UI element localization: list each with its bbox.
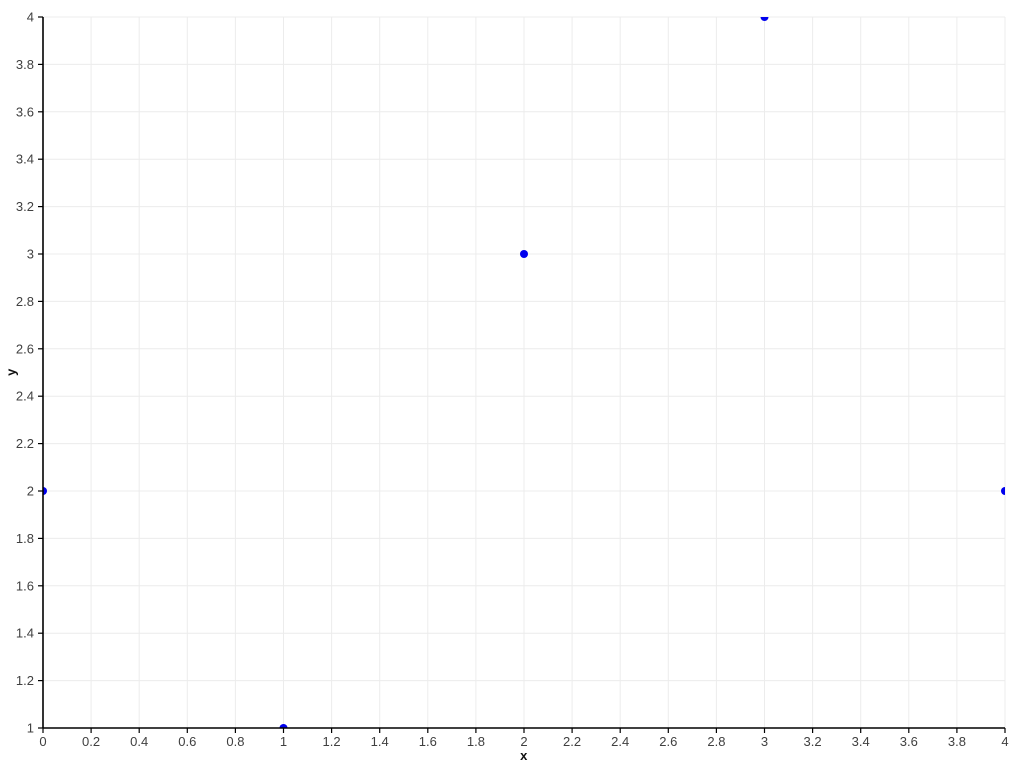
y-axis-title: y (3, 368, 19, 376)
grid-group (42, 16, 1006, 729)
data-point (43, 487, 47, 495)
ticks-group: 0 0.2 0.4 0.6 0.8 1 1.2 1.4 1.6 1.8 2 2.2 2.4 2.6 2.8 3… (16, 10, 1009, 750)
x-tick-label: 2 (520, 734, 527, 749)
y-tick-label: 3.2 (16, 199, 34, 214)
y-tick-label: 3.6 (16, 104, 34, 119)
y-tick-label: 1 (27, 721, 34, 736)
x-tick-label: 0.6 (178, 734, 196, 749)
x-tick-label: 0.4 (130, 734, 148, 749)
x-tick-label: 2.8 (707, 734, 725, 749)
x-tick-label: 1.6 (419, 734, 437, 749)
x-tick-label: 2.2 (563, 734, 581, 749)
y-tick-label: 2.6 (16, 341, 34, 356)
x-tick-label: 3.8 (948, 734, 966, 749)
x-tick-label: 1.4 (371, 734, 389, 749)
x-axis-title: x (520, 748, 528, 763)
data-point (279, 724, 288, 728)
x-tick-label: 0.8 (226, 734, 244, 749)
x-tick-label: 3.4 (852, 734, 870, 749)
y-tick-label: 2.4 (16, 389, 34, 404)
y-tick-label: 2 (27, 484, 34, 499)
x-tick-label: 4 (1001, 734, 1008, 749)
points-group (43, 17, 1005, 728)
y-tick-label: 3.4 (16, 152, 34, 167)
data-point (760, 17, 769, 21)
x-tick-label: 0 (39, 734, 46, 749)
y-tick-label: 2.2 (16, 436, 34, 451)
x-tick-label: 3.6 (900, 734, 918, 749)
x-tick-label: 2.6 (659, 734, 677, 749)
data-point (520, 250, 528, 258)
x-tick-label: 3 (761, 734, 768, 749)
x-tick-label: 3.2 (804, 734, 822, 749)
x-tick-label: 1.2 (323, 734, 341, 749)
x-tick-label: 0.2 (82, 734, 100, 749)
x-tick-label: 1.8 (467, 734, 485, 749)
data-point (1001, 487, 1005, 495)
y-tick-label: 1.8 (16, 531, 34, 546)
y-tick-label: 2.8 (16, 294, 34, 309)
y-tick-label: 4 (27, 10, 34, 25)
x-tick-label: 2.4 (611, 734, 629, 749)
y-tick-label: 1.6 (16, 578, 34, 593)
y-tick-label: 1.4 (16, 626, 34, 641)
x-tick-label: 1 (280, 734, 287, 749)
y-tick-label: 3 (27, 247, 34, 262)
y-tick-label: 1.2 (16, 673, 34, 688)
y-tick-label: 3.8 (16, 57, 34, 72)
